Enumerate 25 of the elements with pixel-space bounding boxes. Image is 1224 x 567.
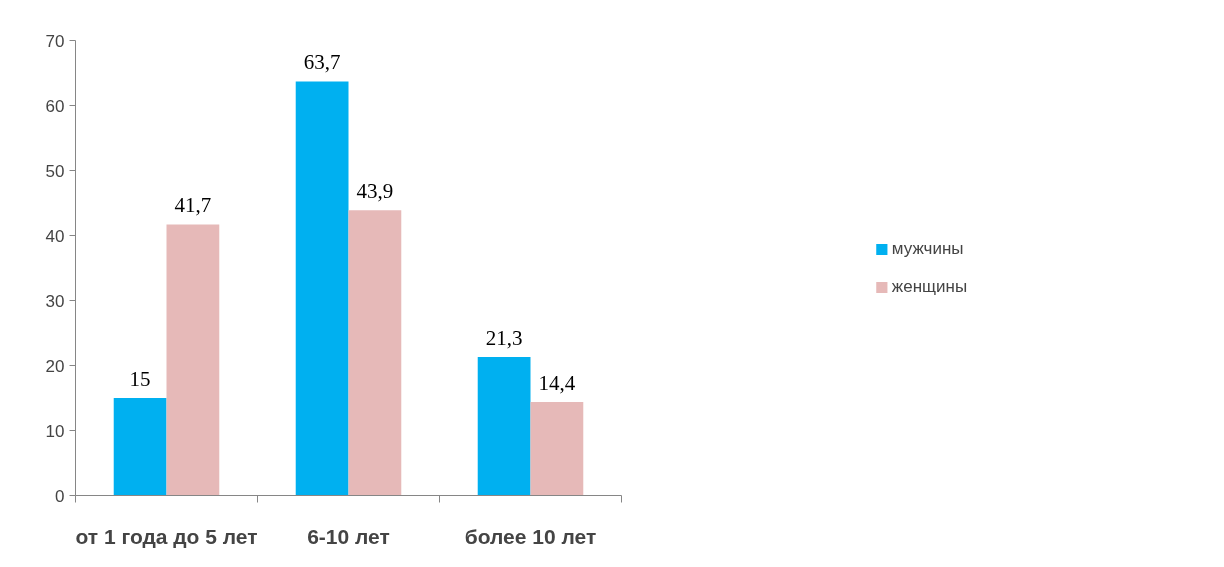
y-tick-label: 10 (45, 421, 65, 441)
data-label: 41,7 (174, 193, 212, 218)
bar (348, 210, 402, 496)
y-tick-label: 70 (45, 31, 65, 51)
data-label: 14,4 (538, 370, 576, 395)
data-label: 63,7 (303, 50, 341, 75)
bar (166, 224, 220, 496)
x-tick-label: от 1 года до 5 лет (75, 524, 258, 548)
x-tick-label: 6-10 лет (307, 524, 390, 548)
legend-label: мужчины (891, 238, 964, 259)
bar (477, 357, 531, 496)
data-label: 15 (129, 367, 151, 391)
x-tick-label: более 10 лет (464, 524, 597, 548)
bar (530, 401, 584, 496)
y-tick-label: 20 (45, 356, 65, 376)
y-tick-label: 60 (45, 96, 65, 116)
bar (113, 398, 167, 496)
legend-label: женщины (891, 276, 968, 297)
bar (295, 81, 349, 496)
y-tick-label: 0 (55, 486, 65, 506)
data-label: 21,3 (485, 326, 523, 351)
y-tick-label: 30 (45, 291, 65, 311)
y-tick-label: 50 (45, 161, 65, 181)
data-label: 43,9 (356, 179, 394, 204)
y-tick-label: 40 (45, 226, 65, 246)
